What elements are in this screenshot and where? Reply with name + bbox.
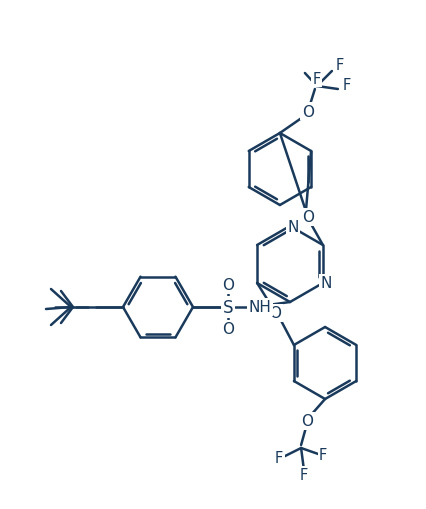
Text: F: F [275,450,283,466]
Text: N: N [287,219,299,234]
Text: O: O [302,104,314,119]
Text: S: S [223,298,233,317]
Text: F: F [319,447,327,463]
Text: O: O [302,210,314,225]
Text: F: F [336,58,344,72]
Text: O: O [222,322,234,337]
Text: O: O [269,306,281,321]
Text: NH: NH [248,300,271,315]
Text: O: O [301,414,313,429]
Text: N: N [320,276,331,291]
Text: F: F [313,71,321,87]
Text: F: F [343,77,351,92]
Text: F: F [300,468,308,483]
Text: O: O [222,278,234,293]
